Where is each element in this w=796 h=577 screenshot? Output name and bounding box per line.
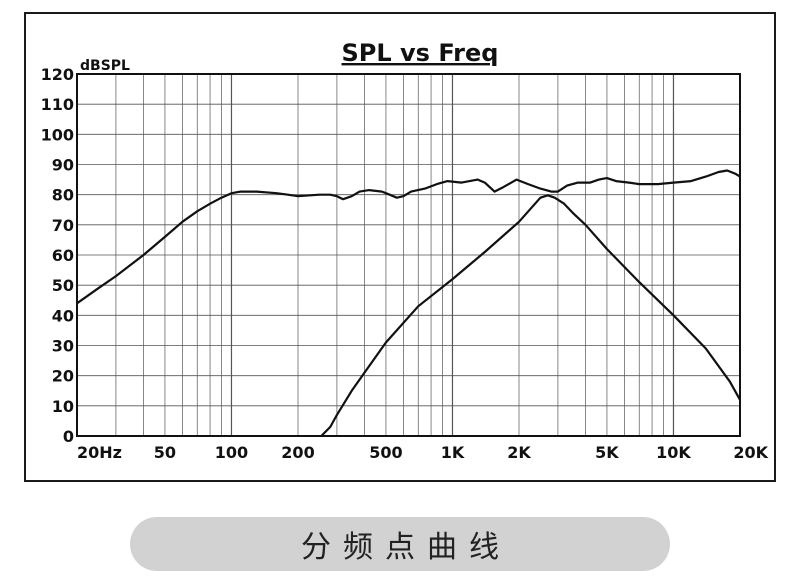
series-line-2: [320, 194, 741, 437]
x-tick-label: 200: [281, 443, 314, 462]
y-tick-label: 70: [52, 216, 74, 235]
y-tick-label: 110: [41, 95, 74, 114]
y-tick-label: 50: [52, 276, 74, 295]
x-tick-label: 5K: [595, 443, 619, 462]
x-tick-label: 50: [154, 443, 176, 462]
caption-text: 分频点曲线: [301, 530, 511, 565]
x-tick-label: 20K: [733, 443, 768, 462]
y-axis-ticks: 0 10 20 30 40 50 60 70 80 90 100 110 120: [41, 65, 74, 446]
y-axis-unit-label: dBSPL: [80, 58, 130, 74]
series-line-1: [76, 169, 741, 305]
x-tick-label: 10K: [656, 443, 691, 462]
y-tick-label: 80: [52, 186, 74, 205]
caption-bar: 分频点曲线: [130, 517, 670, 571]
y-tick-label: 120: [41, 65, 74, 84]
y-tick-label: 20: [52, 367, 74, 386]
y-tick-label: 0: [63, 427, 74, 446]
x-axis-ticks: 20Hz 50 100 200 500 1K 2K 5K 10K 20K: [77, 443, 769, 462]
x-tick-label: 1K: [441, 443, 465, 462]
x-tick-label: 500: [369, 443, 402, 462]
y-tick-label: 60: [52, 246, 74, 265]
y-tick-label: 40: [52, 306, 74, 325]
x-tick-label: 20Hz: [77, 443, 122, 462]
y-tick-label: 10: [52, 397, 74, 416]
chart-frame: SPL vs Freq dBSPL 0 10 20 30 40 50 60 70 80 90 100…: [24, 12, 776, 482]
x-tick-label: 100: [215, 443, 248, 462]
x-tick-label: 2K: [507, 443, 531, 462]
y-tick-label: 100: [41, 125, 74, 144]
chart-title: SPL vs Freq: [342, 39, 499, 67]
spl-chart: SPL vs Freq dBSPL 0 10 20 30 40 50 60 70 80 90 100…: [41, 39, 769, 462]
chart-grid: [76, 73, 741, 437]
chart-curves: [76, 169, 741, 437]
y-tick-label: 30: [52, 337, 74, 356]
plot-border: [76, 73, 741, 437]
y-tick-label: 90: [52, 156, 74, 175]
